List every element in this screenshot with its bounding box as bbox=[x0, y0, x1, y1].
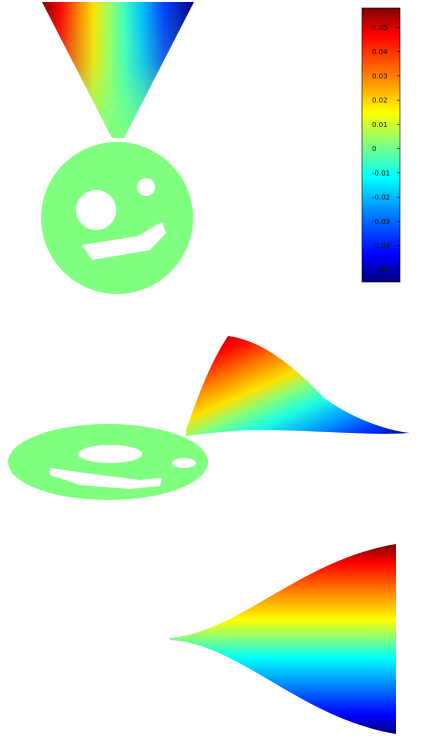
smiley-disc-top bbox=[41, 142, 194, 294]
colorbar-tick-label: 0.02 bbox=[372, 97, 388, 105]
colorbar-tick-label: 0 bbox=[372, 145, 376, 153]
smiley-disc-oblique bbox=[7, 423, 208, 501]
panel-side-view bbox=[170, 544, 396, 734]
colorbar-tick-label: -0.03 bbox=[372, 218, 390, 226]
colorbar-tick-label: -0.05 bbox=[372, 266, 390, 274]
ribbon-side bbox=[170, 544, 396, 734]
colorbar-ticks: 0.05 0.04 0.03 0.02 0.01 0 -0.01 -0.02 -0.03 -0.0… bbox=[372, 24, 400, 274]
ribbon-oblique bbox=[186, 336, 410, 436]
panel-oblique-view bbox=[7, 336, 410, 501]
colorbar-tick-label: 0.04 bbox=[372, 48, 388, 56]
colorbar: 0.05 0.04 0.03 0.02 0.01 0 -0.01 -0.02 -0.03 -0.0… bbox=[361, 7, 401, 283]
colorbar-tick-label: 0.03 bbox=[372, 72, 388, 80]
colorbar-tick-label: -0.01 bbox=[372, 169, 390, 177]
colorbar-tick-label: 0.01 bbox=[372, 121, 388, 129]
colorbar-gradient bbox=[361, 7, 401, 283]
panel-top-view bbox=[41, 2, 194, 294]
ribbon-top-fade bbox=[42, 2, 194, 138]
colorbar-tick-label: 0.05 bbox=[372, 24, 388, 32]
colorbar-tick-label: -0.04 bbox=[372, 242, 391, 250]
colorbar-tick-label: -0.02 bbox=[372, 194, 390, 202]
